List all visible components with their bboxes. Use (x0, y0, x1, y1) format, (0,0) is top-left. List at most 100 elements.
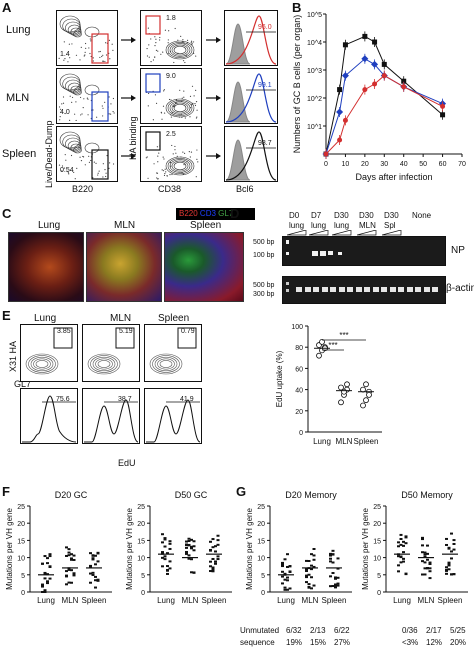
data-point (46, 562, 49, 564)
data-point (445, 573, 448, 575)
d-col-label: D0 (289, 211, 299, 220)
data-point (212, 538, 215, 540)
data-point (169, 543, 172, 545)
y-tick-label: 10^1 (307, 124, 322, 131)
actin-band (296, 287, 302, 292)
x-category-label: Spleen (202, 596, 227, 605)
c-label-lung: Lung (38, 220, 60, 231)
a-xlabel-bcl6: Bcl6 (236, 184, 254, 194)
data-point (94, 576, 97, 578)
data-point (308, 587, 311, 589)
data-point (450, 533, 453, 535)
y-tick-label: 15 (17, 538, 25, 545)
data-point (402, 558, 405, 560)
data-point (166, 573, 169, 575)
data-point (212, 546, 215, 548)
histogram-bcl6-1 (224, 68, 278, 124)
data-point-lung (343, 118, 348, 123)
gate-value-col1: 0.54 (60, 167, 74, 174)
data-point (334, 586, 337, 588)
y-tick-label: 10 (257, 556, 265, 563)
e-gate-value-top: 0.79 (181, 328, 195, 335)
g-d50-pct: <3% (402, 638, 418, 647)
y-tick-label: 5 (261, 573, 265, 580)
actin-band (347, 287, 353, 292)
d-col-sublabel: lung (311, 221, 326, 230)
x-category-label: Lung (393, 596, 411, 605)
arrow-icon (121, 152, 137, 160)
data-point (68, 582, 71, 584)
data-point (342, 389, 347, 394)
data-point (65, 583, 68, 585)
data-point (214, 550, 217, 552)
data-point (400, 561, 403, 563)
x-category-label: MLN (182, 596, 199, 605)
data-point (185, 547, 188, 549)
data-point (305, 581, 308, 583)
y-tick-label: 20 (17, 521, 25, 528)
x-category-label: Lung (277, 596, 295, 605)
gate-value-col3: 99.1 (258, 82, 272, 89)
data-point (405, 536, 408, 538)
data-point (65, 546, 68, 548)
x-category-label: Spleen (322, 596, 347, 605)
g-unmutated-label-2: sequence (240, 638, 275, 647)
data-point (169, 560, 172, 562)
gate-value-col2: 2.5 (166, 131, 176, 138)
gel-band (320, 251, 326, 256)
y-tick-label: 20 (137, 521, 145, 528)
d-col-label: D30 (334, 211, 349, 220)
actin-band (398, 287, 404, 292)
data-point-mln (336, 109, 343, 116)
micrograph-mln (86, 232, 162, 302)
data-point (284, 558, 287, 560)
e-gate-value-top: 5.19 (119, 328, 133, 335)
y-tick-label: 25 (137, 504, 145, 511)
y-tick-label: 15 (137, 538, 145, 545)
x-tick-label: 20 (361, 161, 369, 168)
c-stain-legend: B220 CD3 GL7 (176, 208, 255, 220)
y-tick-label: 5 (141, 573, 145, 580)
data-point (209, 549, 212, 551)
y-tick-label: 0 (299, 430, 303, 437)
actin-band (322, 287, 328, 292)
data-point (217, 544, 220, 546)
data-point (281, 582, 284, 584)
data-point (214, 561, 217, 563)
panel-g-d50mem-chart: D50 Memory 0 5 10 15 20 25Mutations per VH gen… (356, 486, 474, 610)
data-point (305, 570, 308, 572)
data-point (161, 533, 164, 535)
data-point (429, 567, 432, 569)
data-point (41, 586, 44, 588)
data-point (169, 540, 172, 542)
data-point (426, 545, 429, 547)
y-tick-label: 0 (261, 590, 265, 597)
dilution-wedge-icon (309, 230, 329, 236)
y-axis-label: Mutations per VH gene (125, 508, 134, 590)
panel-f-d50gc-chart: D50 GC0510152025Mutations per VH geneLun… (120, 486, 238, 610)
data-point (453, 549, 456, 551)
y-tick-label: 10^5 (307, 12, 322, 19)
data-point (421, 538, 424, 540)
data-point (397, 545, 400, 547)
data-point (73, 572, 76, 574)
data-point (212, 568, 215, 570)
d-col-label: D30 (384, 211, 399, 220)
actin-band (313, 287, 319, 292)
data-point (445, 566, 448, 568)
data-point (212, 558, 215, 560)
data-point (308, 583, 311, 585)
data-point (305, 576, 308, 578)
data-point (453, 543, 456, 545)
data-point (429, 577, 432, 579)
gel-band (312, 251, 318, 256)
data-point (424, 552, 427, 554)
x-category-label: MLN (302, 596, 319, 605)
histogram-bcl6-0 (224, 10, 278, 66)
data-point (332, 550, 335, 552)
micrograph-spleen (164, 232, 244, 302)
panel-b-chart: 0 10 20 30 40 50 60 70 10^1 10^2 10^3 10^4 10^5 Days … (290, 8, 472, 192)
gate-value-col1: 4.0 (60, 109, 70, 116)
data-point (166, 570, 169, 572)
stain-b220: B220 (179, 209, 198, 218)
